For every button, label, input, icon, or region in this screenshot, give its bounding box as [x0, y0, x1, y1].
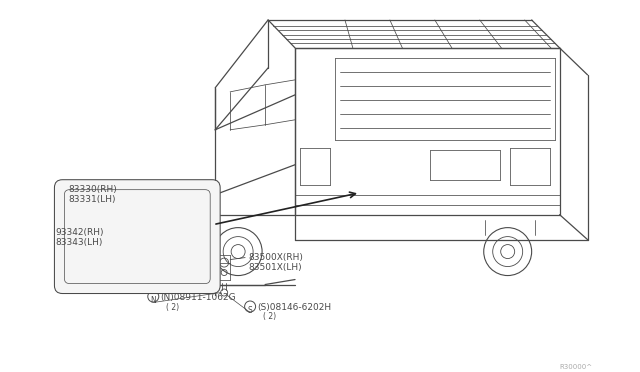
Text: (S)08146-6202H: (S)08146-6202H — [257, 302, 332, 311]
Text: 83501X(LH): 83501X(LH) — [248, 263, 301, 272]
Text: R30000^: R30000^ — [559, 365, 593, 371]
Text: S: S — [248, 306, 253, 315]
Text: N: N — [150, 296, 156, 305]
Text: ( 2): ( 2) — [166, 302, 179, 311]
Text: 83343(LH): 83343(LH) — [56, 238, 103, 247]
FancyBboxPatch shape — [54, 180, 220, 294]
Text: 83500X(RH): 83500X(RH) — [248, 253, 303, 262]
Text: ( 2): ( 2) — [263, 312, 276, 321]
Text: (N)08911-1062G: (N)08911-1062G — [160, 292, 236, 302]
Text: 83331(LH): 83331(LH) — [68, 195, 116, 204]
Text: 83330(RH): 83330(RH) — [68, 185, 117, 194]
Text: 93342(RH): 93342(RH) — [56, 228, 104, 237]
